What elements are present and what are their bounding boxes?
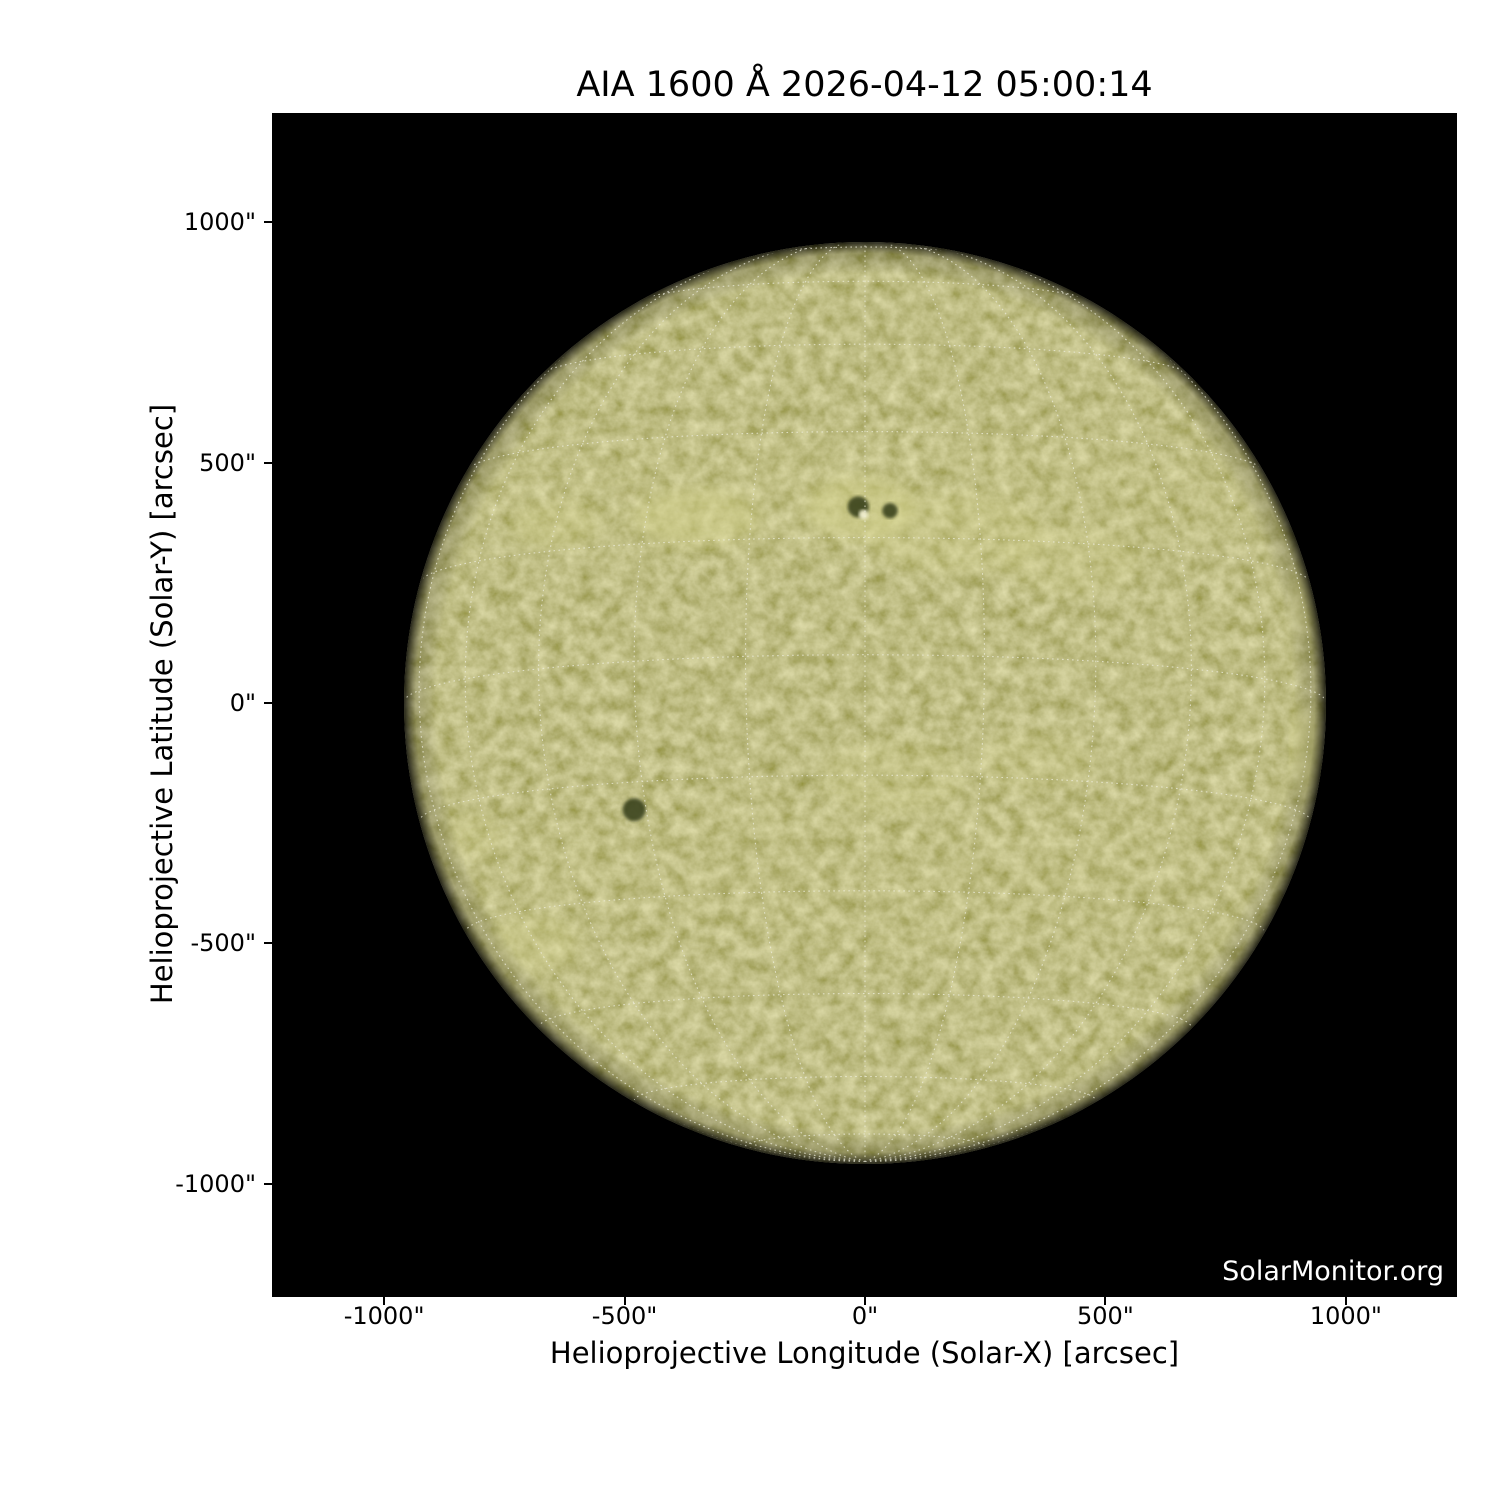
plot-area: SolarMonitor.org — [272, 113, 1457, 1297]
y-tick-mark — [264, 1182, 272, 1185]
x-tick-label: 1000" — [1309, 1302, 1382, 1330]
y-tick-mark — [264, 702, 272, 704]
y-tick-label: 500" — [199, 448, 256, 477]
y-tick-mark — [264, 461, 272, 464]
x-tick-mark — [383, 1297, 386, 1305]
x-tick-mark — [623, 1297, 626, 1305]
y-tick-label: -500" — [190, 929, 256, 958]
solarmonitor-watermark: SolarMonitor.org — [1222, 1256, 1444, 1287]
plot-title: AIA 1600 Å 2026-04-12 05:00:14 — [576, 65, 1153, 105]
y-tick-mark — [264, 221, 272, 224]
y-tick-label: 1000" — [183, 208, 256, 237]
x-axis-label: Helioprojective Longitude (Solar-X) [arc… — [549, 1336, 1180, 1370]
x-tick-label: 0" — [851, 1302, 879, 1330]
x-tick-label: -1000" — [343, 1302, 425, 1330]
x-tick-mark — [864, 1297, 866, 1305]
heliographic-grid — [406, 244, 1324, 1162]
y-tick-label: -1000" — [175, 1169, 256, 1198]
solar-disk-image — [404, 242, 1326, 1164]
x-tick-label: -500" — [591, 1302, 658, 1330]
x-tick-label: 500" — [1077, 1302, 1134, 1330]
x-tick-mark — [1104, 1297, 1107, 1305]
grid-lines — [406, 244, 1324, 1162]
y-tick-label: 0" — [229, 689, 256, 717]
y-tick-mark — [264, 942, 272, 945]
x-tick-mark — [1344, 1297, 1347, 1305]
limb-shading — [404, 242, 1326, 1164]
